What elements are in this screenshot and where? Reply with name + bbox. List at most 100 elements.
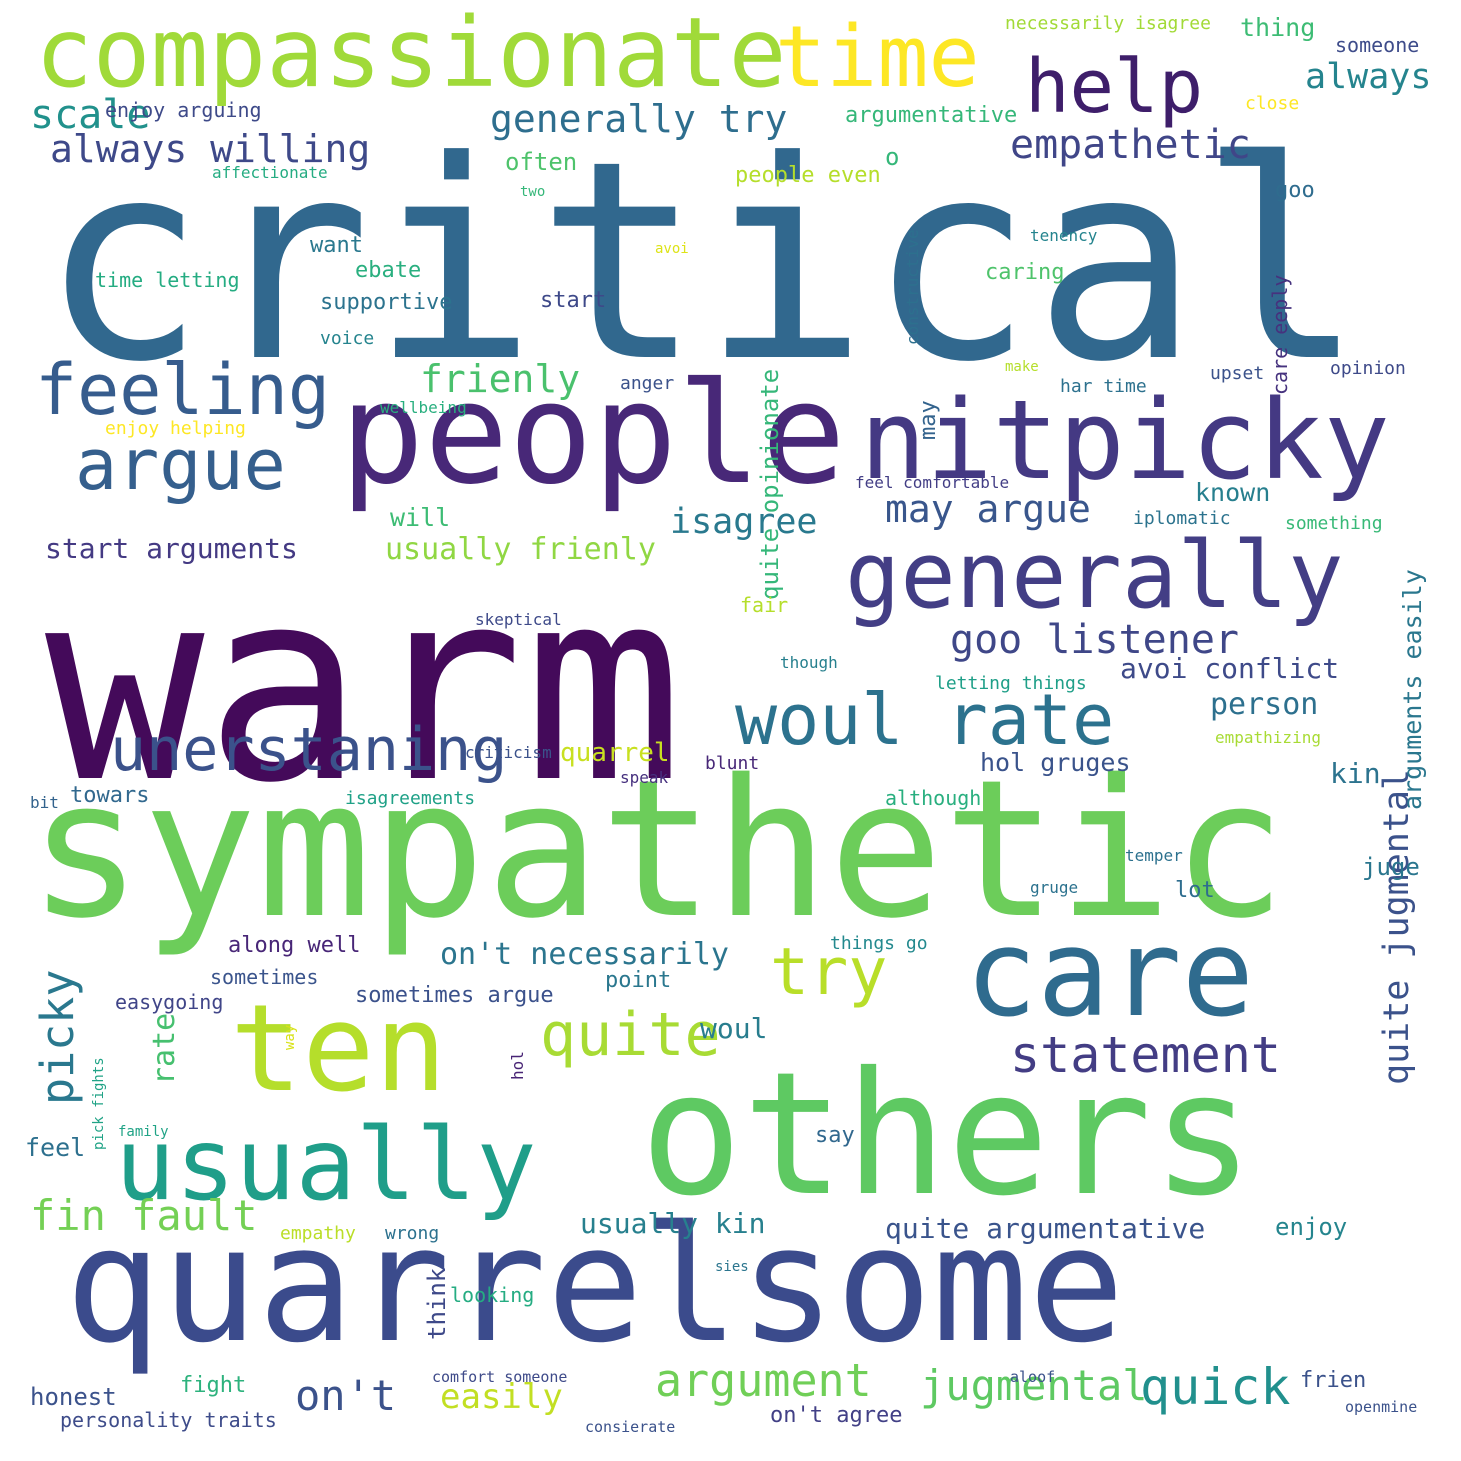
cloud-word: bit (30, 793, 59, 812)
cloud-word: usually frienly (385, 532, 656, 567)
cloud-word: care eeply (1268, 274, 1292, 395)
cloud-word: nitpicky (860, 376, 1390, 504)
cloud-word: tenency (1030, 226, 1098, 245)
cloud-word: feel comfortable (855, 473, 1010, 492)
cloud-word: close (1245, 93, 1300, 114)
cloud-word: sympathetic (28, 739, 1287, 960)
cloud-word: towars (70, 783, 150, 808)
cloud-word: juge (1362, 853, 1420, 881)
cloud-word: har time (1060, 376, 1147, 397)
cloud-word: usually kin (580, 1207, 766, 1240)
cloud-word: pick fights (91, 1057, 107, 1150)
cloud-word: generally (845, 522, 1344, 629)
cloud-word: fin fault (30, 1191, 258, 1240)
cloud-word: people even (735, 163, 881, 188)
cloud-word: time (775, 8, 980, 107)
cloud-word: enjoy (1275, 1213, 1348, 1241)
cloud-word: gruge (1030, 878, 1079, 897)
cloud-word: think (423, 1267, 451, 1340)
cloud-word: point (605, 968, 672, 993)
cloud-word: wellbeing (380, 398, 467, 417)
cloud-word: blunt (705, 753, 760, 774)
cloud-word: hol gruges (980, 748, 1131, 777)
cloud-word: argue (75, 424, 286, 506)
cloud-word: family (118, 1124, 169, 1140)
cloud-word: letting things (935, 673, 1087, 694)
cloud-word: picky (31, 969, 84, 1105)
cloud-word: fight (180, 1373, 247, 1398)
cloud-word: critical (40, 102, 1365, 422)
cloud-word: opinion (1330, 358, 1406, 379)
cloud-word: always (1305, 57, 1432, 97)
cloud-word: care (965, 905, 1254, 1044)
cloud-word: time letting (95, 268, 240, 292)
cloud-word: someone (1335, 33, 1420, 57)
cloud-word: looking (450, 1283, 535, 1307)
cloud-word: along well (228, 933, 361, 958)
cloud-word: on't (295, 1371, 397, 1420)
cloud-word: supportive (320, 290, 453, 315)
cloud-word: on't necessarily (440, 937, 729, 972)
cloud-word: goo listener (950, 617, 1239, 663)
cloud-word: ebate (355, 258, 422, 283)
cloud-word: temper (1125, 846, 1183, 865)
cloud-word: honest (30, 1383, 117, 1411)
cloud-word: quite opinionate (756, 368, 784, 600)
cloud-word: warm (45, 533, 684, 841)
cloud-word: ten (230, 980, 447, 1119)
cloud-word: upset (1210, 363, 1265, 384)
cloud-word: known (1195, 478, 1271, 507)
cloud-word: woul (700, 1012, 768, 1045)
cloud-word: others (640, 1036, 1255, 1234)
cloud-word: rate (147, 1012, 182, 1085)
cloud-word: frienly (420, 357, 581, 401)
cloud-word: want (310, 233, 363, 258)
cloud-word: kin (1330, 757, 1381, 790)
cloud-word: will (390, 503, 451, 532)
cloud-word: speak (620, 768, 669, 787)
cloud-word: aloof (1010, 1368, 1056, 1386)
cloud-word: sies (715, 1259, 749, 1275)
cloud-word: voice (320, 328, 375, 349)
cloud-word: personality traits (60, 1408, 277, 1432)
cloud-word: hol (508, 1051, 527, 1080)
cloud-word: usually (115, 1106, 537, 1223)
cloud-word: thing (1240, 13, 1316, 42)
cloud-word: start (540, 288, 607, 313)
cloud-word: two (520, 184, 546, 200)
cloud-word: enjoy arguing (105, 98, 262, 122)
cloud-word: iplomatic (1133, 508, 1231, 529)
cloud-word: necessarily isagree (1005, 13, 1211, 34)
cloud-word: enjoy helping (105, 418, 246, 439)
cloud-word: jugmental (920, 1361, 1148, 1410)
cloud-word: lot (1175, 878, 1215, 903)
cloud-word: quarrel (560, 738, 670, 768)
cloud-word: though (780, 653, 838, 672)
cloud-word: unerstaning (110, 715, 508, 785)
cloud-word: argumentative (845, 103, 1018, 128)
cloud-word: empathetic (1010, 122, 1251, 168)
cloud-word: empathizing (1215, 728, 1321, 747)
cloud-word: o (885, 143, 900, 171)
cloud-word: consierate (585, 1418, 676, 1436)
cloud-word: sometimes argue (355, 983, 554, 1008)
cloud-word: wrong (385, 1223, 440, 1244)
cloud-word: easily (440, 1377, 563, 1417)
cloud-word: on't agree (770, 1403, 903, 1428)
cloud-word: statement (1010, 1026, 1281, 1084)
cloud-word: affectionate (212, 163, 328, 182)
cloud-word: way (282, 1024, 298, 1050)
cloud-word: quick (1140, 1358, 1291, 1416)
cloud-word: comfort someone (432, 1368, 568, 1386)
cloud-word: arguments easily (1398, 569, 1427, 810)
cloud-word: may argue (885, 487, 1091, 531)
cloud-word: openmine (1345, 1398, 1418, 1416)
cloud-word: goo (1275, 178, 1315, 203)
cloud-word: empathy (280, 1223, 356, 1244)
cloud-word: feel (25, 1133, 86, 1162)
cloud-word: person (1210, 687, 1319, 722)
cloud-word: compassionate (35, 0, 787, 109)
cloud-word: skeptical (475, 610, 562, 629)
cloud-word: start arguments (45, 532, 298, 565)
